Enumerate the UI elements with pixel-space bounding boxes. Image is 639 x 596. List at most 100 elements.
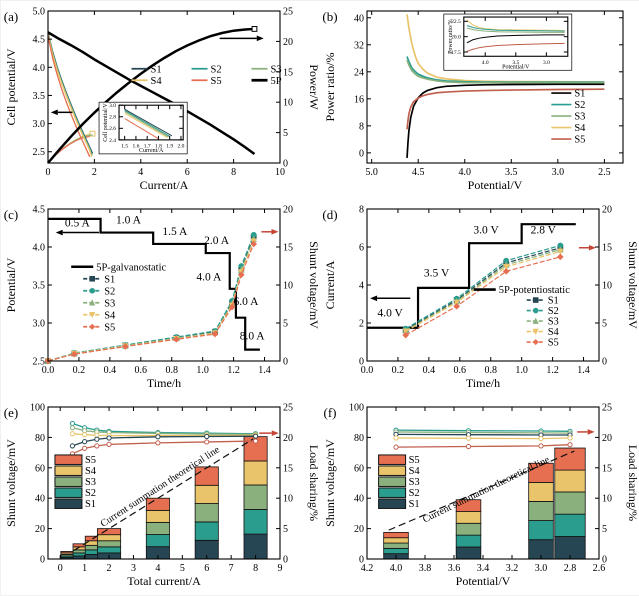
svg-text:0: 0 — [283, 357, 288, 368]
svg-text:32: 32 — [354, 40, 364, 51]
svg-text:20.0: 20.0 — [451, 35, 461, 41]
svg-text:3.5: 3.5 — [512, 60, 519, 66]
svg-text:10: 10 — [602, 494, 612, 505]
svg-text:Potential/V: Potential/V — [4, 257, 18, 312]
svg-text:(d): (d) — [322, 207, 337, 222]
svg-text:4.5: 4.5 — [33, 35, 46, 46]
svg-text:0: 0 — [602, 357, 607, 368]
svg-text:0: 0 — [359, 555, 364, 566]
svg-text:2: 2 — [92, 167, 97, 178]
svg-text:S3: S3 — [574, 112, 585, 123]
svg-text:20: 20 — [602, 205, 612, 216]
svg-text:5: 5 — [602, 524, 607, 535]
svg-text:0: 0 — [46, 167, 51, 178]
svg-text:15: 15 — [602, 463, 612, 474]
svg-text:3.5 V: 3.5 V — [424, 267, 450, 279]
svg-text:80: 80 — [35, 433, 45, 444]
svg-text:6: 6 — [359, 243, 364, 254]
svg-text:(b): (b) — [322, 9, 337, 24]
svg-text:3.4: 3.4 — [477, 563, 490, 574]
svg-text:S5: S5 — [409, 455, 420, 466]
svg-text:5: 5 — [283, 524, 288, 535]
svg-text:2.6: 2.6 — [593, 563, 606, 574]
svg-text:2.8: 2.8 — [109, 115, 116, 121]
svg-text:3.2: 3.2 — [506, 563, 519, 574]
svg-text:0: 0 — [602, 555, 607, 566]
svg-text:1.2: 1.2 — [227, 365, 240, 376]
svg-text:16: 16 — [354, 94, 364, 105]
svg-text:4.0: 4.0 — [458, 167, 471, 178]
svg-text:0: 0 — [359, 148, 364, 159]
svg-text:4.5: 4.5 — [412, 167, 425, 178]
panel-b: 5.0 4.5 4.0 3.5 3.0 2.5 0 8 16 24 32 40 Potential/V P… — [320, 1, 639, 199]
svg-text:3.0: 3.0 — [33, 319, 46, 330]
chart-polarization-power: 0 2 4 6 8 10 2.5 3.0 3.5 4.0 4.5 5.0 0 5 10 15 20 25 Curre… — [4, 7, 320, 193]
svg-text:3.0: 3.0 — [33, 119, 46, 130]
svg-text:S4: S4 — [548, 327, 560, 338]
svg-text:4.0: 4.0 — [33, 243, 46, 254]
svg-text:6: 6 — [204, 563, 209, 574]
svg-text:S1: S1 — [548, 296, 559, 307]
svg-text:2.0 A: 2.0 A — [204, 235, 230, 247]
svg-text:5: 5 — [602, 319, 607, 330]
svg-text:20: 20 — [35, 524, 45, 535]
svg-text:5: 5 — [180, 563, 185, 574]
svg-text:Load sharing/%: Load sharing/% — [626, 445, 639, 521]
svg-text:0.6: 0.6 — [135, 365, 148, 376]
svg-text:100: 100 — [349, 403, 364, 414]
svg-text:1.7: 1.7 — [144, 143, 151, 149]
svg-text:Total current/A: Total current/A — [127, 574, 201, 588]
svg-text:4: 4 — [359, 281, 364, 292]
svg-text:S2: S2 — [211, 64, 222, 75]
svg-text:24: 24 — [354, 67, 364, 78]
svg-text:Load sharing/%: Load sharing/% — [307, 445, 320, 521]
svg-text:Shunt voltage/mV: Shunt voltage/mV — [307, 241, 320, 329]
svg-text:Shunt voltage/mV: Shunt voltage/mV — [4, 439, 18, 527]
svg-text:5P: 5P — [271, 76, 282, 87]
svg-text:6.0 A: 6.0 A — [234, 296, 260, 308]
svg-text:S1: S1 — [409, 499, 420, 510]
panel-e: Current summation theoretical line 0 1 2 3 4 5… — [1, 397, 320, 595]
svg-text:S3: S3 — [271, 64, 282, 75]
svg-text:10: 10 — [283, 98, 293, 109]
svg-text:2.8: 2.8 — [564, 563, 577, 574]
svg-text:3.6: 3.6 — [448, 563, 461, 574]
svg-text:Power ratio/%: Power ratio/% — [448, 19, 454, 54]
svg-text:2.5: 2.5 — [598, 167, 611, 178]
svg-text:2.6: 2.6 — [109, 126, 116, 132]
svg-text:8: 8 — [231, 167, 236, 178]
svg-text:S5: S5 — [85, 455, 96, 466]
svg-text:3.5: 3.5 — [33, 91, 46, 102]
svg-text:10: 10 — [602, 281, 612, 292]
svg-text:4.0: 4.0 — [482, 60, 489, 66]
svg-text:0.6: 0.6 — [454, 365, 467, 376]
svg-text:4: 4 — [138, 167, 143, 178]
svg-text:S3: S3 — [85, 477, 96, 488]
svg-text:0.5 A: 0.5 A — [65, 217, 91, 229]
svg-text:20: 20 — [602, 433, 612, 444]
svg-text:0.4: 0.4 — [423, 365, 436, 376]
svg-text:1.0: 1.0 — [196, 365, 209, 376]
svg-text:Potential/V: Potential/V — [502, 64, 530, 70]
svg-text:25: 25 — [283, 403, 293, 414]
svg-text:4.0: 4.0 — [390, 563, 403, 574]
svg-text:4.0 V: 4.0 V — [378, 307, 404, 319]
svg-text:8.0 A: 8.0 A — [240, 331, 266, 343]
svg-text:2.5: 2.5 — [33, 147, 46, 158]
svg-text:1.0 A: 1.0 A — [116, 214, 142, 226]
svg-text:Potential/V: Potential/V — [468, 178, 523, 192]
svg-text:S1: S1 — [104, 274, 115, 285]
svg-text:S5: S5 — [574, 135, 585, 146]
svg-text:1.4: 1.4 — [577, 365, 590, 376]
svg-text:S4: S4 — [409, 466, 421, 477]
svg-text:3.5: 3.5 — [33, 281, 46, 292]
svg-text:9: 9 — [278, 563, 283, 574]
svg-text:S3: S3 — [104, 298, 115, 309]
svg-text:Shunt voltage/mV: Shunt voltage/mV — [323, 439, 337, 527]
svg-text:Cell potential/V: Cell potential/V — [103, 103, 109, 142]
svg-text:4.5: 4.5 — [33, 205, 46, 216]
svg-text:7: 7 — [229, 563, 234, 574]
svg-text:(f): (f) — [324, 405, 337, 420]
